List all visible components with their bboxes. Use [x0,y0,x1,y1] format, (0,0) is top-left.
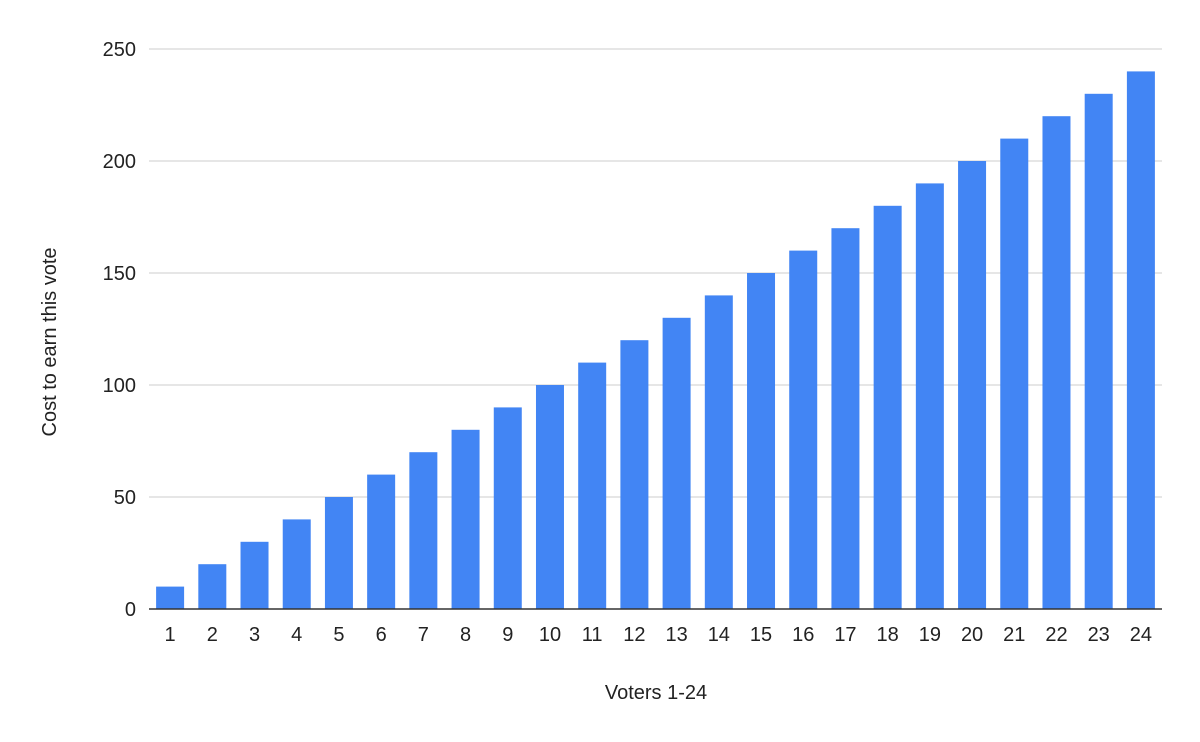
bar [662,317,691,609]
bar [747,273,776,609]
x-tick-label: 4 [291,624,302,646]
bar [409,452,438,609]
x-tick-label: 1 [165,624,176,646]
x-tick-label: 23 [1088,624,1110,646]
x-tick-label: 19 [919,624,941,646]
x-tick-label: 15 [750,624,772,646]
x-tick-label: 12 [623,624,645,646]
bar [324,497,353,609]
x-tick-label: 7 [418,624,429,646]
x-tick-label: 20 [961,624,983,646]
y-tick-label: 0 [125,599,136,621]
x-tick-labels: 1 2 3 4 5 6 7 8 9 10 11 12 13 14 15 16 17 18 19 20 21 22 23 24 [165,624,1152,646]
bars [156,71,1155,610]
bar [1042,116,1071,609]
y-tick-label: 150 [103,263,136,285]
y-tick-label: 50 [114,487,136,509]
bar [958,161,987,609]
bar [198,564,227,609]
bar [578,362,607,609]
bar [535,385,564,609]
x-tick-label: 3 [249,624,260,646]
bar [873,205,902,610]
bar [704,295,733,609]
bar [240,541,269,609]
x-tick-label: 21 [1003,624,1025,646]
x-tick-label: 11 [582,624,603,646]
bar [1000,138,1029,609]
y-tick-labels: 0 50 100 150 200 250 [103,39,136,621]
bar [451,429,480,609]
x-tick-label: 6 [376,624,387,646]
x-tick-label: 8 [460,624,471,646]
bar [156,586,185,609]
x-tick-label: 17 [834,624,856,646]
y-tick-label: 250 [103,39,136,61]
y-tick-label: 200 [103,151,136,173]
gridlines [149,48,1162,498]
bar [789,250,818,609]
x-tick-label: 9 [502,624,513,646]
bar [1084,93,1113,610]
y-tick-label: 100 [103,375,136,397]
y-axis-title: Cost to earn this vote [39,248,61,437]
x-tick-label: 16 [792,624,814,646]
x-tick-label: 2 [207,624,218,646]
x-tick-label: 14 [708,624,730,646]
bar [367,474,396,609]
bar [493,407,522,609]
bar [1126,71,1155,609]
x-tick-label: 13 [665,624,687,646]
bar [831,228,860,609]
bar [282,519,311,609]
x-tick-label: 18 [877,624,899,646]
x-tick-label: 5 [333,624,344,646]
x-tick-label: 22 [1045,624,1067,646]
x-tick-label: 10 [539,624,561,646]
x-axis-title: Voters 1-24 [605,682,707,704]
x-tick-label: 24 [1130,624,1152,646]
bar [620,340,649,609]
bar [915,183,944,609]
